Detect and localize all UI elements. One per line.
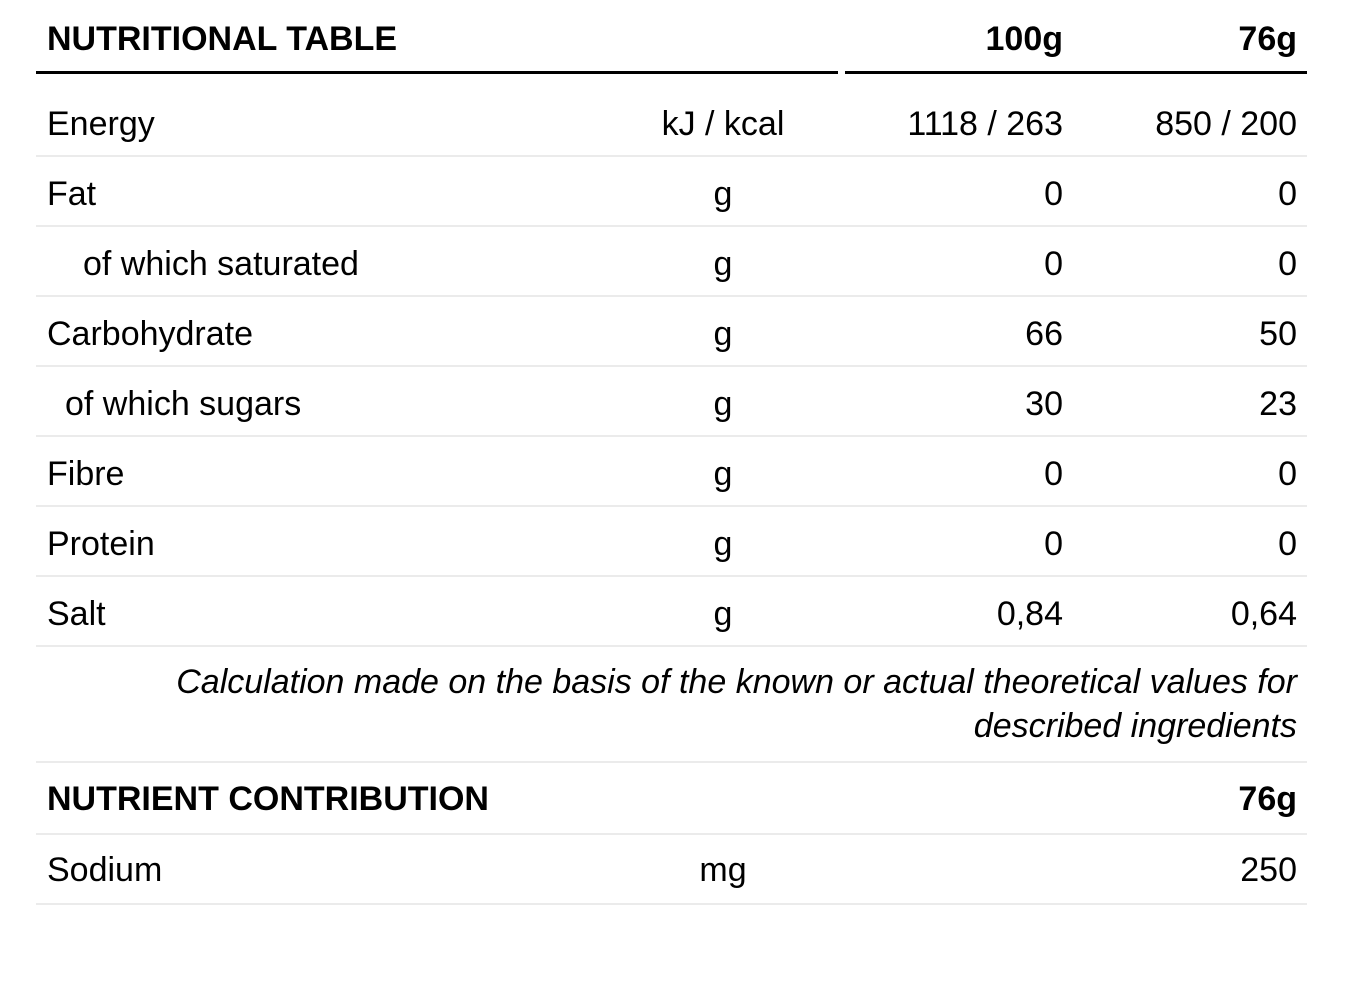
row-fibre: Fibre g 0 0 <box>36 437 1307 507</box>
row-label: Carbohydrate <box>47 314 254 353</box>
header-rule-gap <box>838 0 845 74</box>
row-salt: Salt g 0,84 0,64 <box>36 577 1307 647</box>
calculation-note: Calculation made on the basis of the kno… <box>36 647 1307 763</box>
row-protein: Protein g 0 0 <box>36 507 1307 577</box>
row-value-100g: 1118 / 263 <box>907 105 1063 143</box>
row-unit: g <box>713 174 733 213</box>
row-value-76g: 850 / 200 <box>1155 105 1297 143</box>
column-header-100g: 100g <box>985 20 1064 58</box>
row-of-which-saturated: of which saturated g 0 0 <box>36 227 1307 297</box>
row-label: Sodium <box>47 850 163 889</box>
row-value-100g: 0 <box>1044 174 1063 213</box>
table-title: NUTRITIONAL TABLE <box>36 0 838 74</box>
row-value-76g: 0 <box>1278 244 1297 283</box>
row-value-76g: 50 <box>1259 314 1297 353</box>
row-label: Fibre <box>47 454 125 493</box>
row-unit: mg <box>699 850 747 889</box>
row-unit: g <box>713 244 733 283</box>
row-value-100g: 0,84 <box>996 594 1063 633</box>
row-value-76g: 250 <box>1240 850 1297 889</box>
row-value-76g: 0 <box>1278 524 1297 563</box>
row-value-76g: 0 <box>1278 174 1297 213</box>
row-label: Fat <box>47 174 97 213</box>
row-unit: g <box>713 454 733 493</box>
row-unit: g <box>713 384 733 423</box>
nutrient-contribution-title: NUTRIENT CONTRIBUTION <box>47 779 489 818</box>
row-label: of which sugars <box>65 384 302 423</box>
row-value-76g: 0,64 <box>1230 594 1297 633</box>
row-of-which-sugars: of which sugars g 30 23 <box>36 367 1307 437</box>
row-label: Energy <box>47 105 155 143</box>
nutrient-contribution-column-header-76g: 76g <box>1238 779 1297 818</box>
column-header-76g: 76g <box>1238 20 1297 58</box>
row-unit: g <box>713 594 733 633</box>
column-headers: 100g 76g <box>845 0 1307 74</box>
row-energy: Energy kJ / kcal 1118 / 263 850 / 200 <box>36 74 1307 157</box>
row-value-100g: 0 <box>1044 454 1063 493</box>
row-label: Protein <box>47 524 155 563</box>
nutritional-table: NUTRITIONAL TABLE 100g 76g Energy kJ / k… <box>36 0 1307 905</box>
calculation-note-line-2: described ingredients <box>973 707 1297 745</box>
row-value-76g: 23 <box>1259 384 1297 423</box>
row-label: of which saturated <box>83 244 359 283</box>
row-carbohydrate: Carbohydrate g 66 50 <box>36 297 1307 367</box>
row-label: Salt <box>47 594 106 633</box>
row-value-100g: 30 <box>1025 384 1063 423</box>
row-unit: g <box>713 314 733 353</box>
calculation-note-line-1: Calculation made on the basis of the kno… <box>176 663 1297 701</box>
nutrient-contribution-header: NUTRIENT CONTRIBUTION 76g <box>36 763 1307 835</box>
nutritional-table-header: NUTRITIONAL TABLE 100g 76g <box>36 0 1307 74</box>
row-unit: g <box>713 524 733 563</box>
row-fat: Fat g 0 0 <box>36 157 1307 227</box>
row-sodium: Sodium mg 250 <box>36 835 1307 905</box>
row-unit: kJ / kcal <box>661 105 785 143</box>
row-value-100g: 0 <box>1044 524 1063 563</box>
row-value-100g: 0 <box>1044 244 1063 283</box>
row-value-100g: 66 <box>1025 314 1063 353</box>
row-value-76g: 0 <box>1278 454 1297 493</box>
